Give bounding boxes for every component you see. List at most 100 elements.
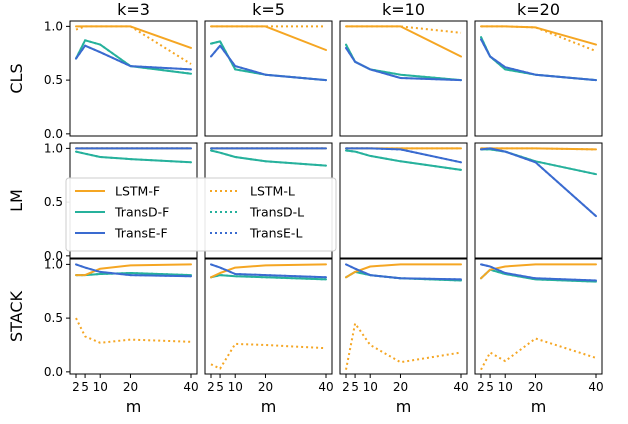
series-line-transd-l [210,149,327,167]
panel-series [75,25,192,75]
panel [339,20,468,137]
panel-frame [339,20,468,137]
panel-series [480,25,597,82]
panel [474,142,603,259]
x-tick-label: 10 [228,380,243,394]
series-line-lstm-f [480,25,597,46]
panel: 2 5 10 20 40 m [204,258,334,416]
x-tick-label: 5 [216,380,224,394]
series-line-transe-f [75,44,192,71]
series-line-transe-l [480,147,597,217]
series-line-transe-f [480,147,597,218]
panel-frame [474,258,603,375]
y-tick-label: 0.0 [44,249,63,263]
series-line-lstm-l [210,342,327,370]
panel-frame [474,142,603,259]
panel-series [345,147,462,171]
x-axis-label: m [126,397,142,416]
row-label: STACK [7,290,26,342]
x-tick-label: 10 [363,380,378,394]
panel-frame [69,258,198,375]
y-tick-label: 1.0 [44,141,63,155]
panel-frame [474,20,603,137]
series-line-lstm-f [210,25,327,51]
row-label: LM [7,189,26,212]
series-line-lstm-f [75,25,192,49]
panel: 0.0 0.5 1.0 2 5 10 20 40 m [44,257,199,416]
legend-label: LSTM-L [250,184,295,199]
panel [204,142,333,259]
series-line-transe-f [75,263,192,278]
series-line-lstm-l [480,337,597,371]
x-tick-label: 2 [207,380,215,394]
series-line-transe-f [210,44,327,82]
panel-frame [69,20,198,137]
legend-label: TransD-F [114,205,169,220]
x-tick-label: 5 [486,380,494,394]
series-line-transe-f [345,147,462,164]
panel [474,20,603,137]
panel-frame [339,258,468,375]
x-tick-label: 20 [393,380,408,394]
series-line-lstm-f [210,263,327,279]
y-tick-label: 1.0 [44,19,63,33]
series-line-transd-f [345,149,462,171]
panel-frame [204,20,333,137]
panel: 2 5 10 20 40 m [339,258,469,416]
panel-frame [204,258,333,375]
panel-series [75,263,192,344]
x-axis-label: m [531,397,547,416]
column-title: k=3 [117,0,150,19]
legend-label: TransD-L [249,205,304,220]
panel-series [210,263,327,370]
legend-label: LSTM-F [115,184,160,199]
panel-series [480,263,597,371]
series-line-lstm-l [75,25,192,65]
column-title: k=10 [382,0,425,19]
y-tick-label: 0.5 [44,195,63,209]
series-line-transd-f [480,148,597,176]
series-line-transd-f [75,150,192,164]
x-tick-label: 40 [183,380,198,394]
series-line-transd-f [210,149,327,167]
x-tick-label: 40 [453,380,468,394]
series-line-transe-f [345,263,462,281]
series-line-lstm-l [345,322,462,370]
y-tick-label: 1.0 [44,257,63,271]
y-tick-label: 0.0 [44,127,63,141]
y-tick-label: 0.5 [44,73,63,87]
x-tick-label: 10 [498,380,513,394]
legend-label: TransE-F [114,226,168,241]
panel [339,142,468,259]
x-tick-label: 20 [258,380,273,394]
panel-series [210,147,327,167]
series-line-lstm-f [345,25,462,58]
x-tick-label: 20 [123,380,138,394]
y-tick-label: 0.5 [44,311,63,325]
x-tick-label: 2 [72,380,80,394]
x-tick-label: 40 [318,380,333,394]
series-line-transe-f [480,263,597,282]
panel [204,20,333,137]
x-tick-label: 2 [342,380,350,394]
legend-box [65,177,337,252]
series-line-transd-f [75,39,192,75]
panel: 2 5 10 20 40 m [474,258,604,416]
x-tick-label: 10 [93,380,108,394]
panel-frame [339,142,468,259]
legend: LSTM-F TransD-F TransE-F LSTM-L TransD-L Tran… [65,177,337,252]
series-line-transd-f [345,43,462,82]
y-tick-label: 0.0 [44,365,63,379]
x-tick-label: 5 [351,380,359,394]
series-line-lstm-f [345,263,462,279]
column-title: k=20 [517,0,560,19]
row-label: CLS [7,63,26,93]
column-title: k=5 [252,0,285,19]
series-line-lstm-l [75,317,192,344]
series-line-transd-f [210,274,327,281]
panel-series [210,25,327,82]
x-tick-label: 5 [81,380,89,394]
panel-series [75,147,192,164]
series-line-transe-f [480,38,597,82]
panel-series [480,147,597,218]
